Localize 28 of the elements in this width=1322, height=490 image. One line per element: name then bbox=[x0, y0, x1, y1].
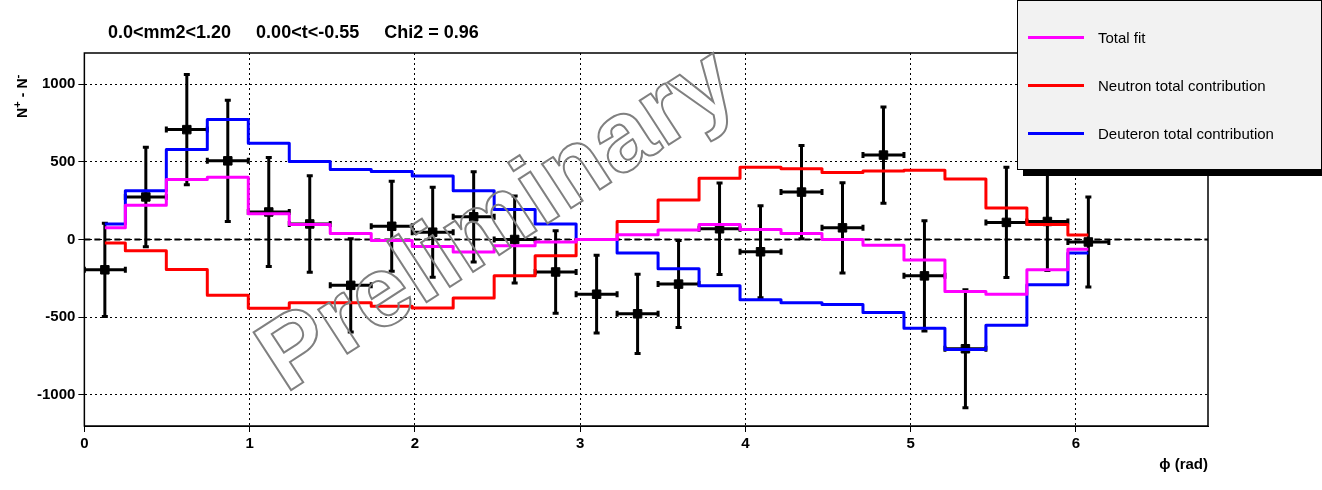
point bbox=[796, 187, 807, 197]
y-tick-label: 500 bbox=[50, 151, 76, 169]
y-tick-label: 1000 bbox=[41, 74, 76, 92]
point bbox=[1083, 237, 1094, 247]
point bbox=[141, 192, 151, 202]
x-tick-label: 5 bbox=[906, 434, 915, 452]
point bbox=[182, 124, 192, 135]
y-tick-label: -500 bbox=[45, 307, 76, 325]
legend-label: Deuteron total contribution bbox=[1098, 124, 1274, 142]
x-tick-label: 1 bbox=[245, 434, 254, 452]
point bbox=[755, 247, 766, 257]
x-tick-label: 0 bbox=[80, 434, 89, 452]
y-tick-label: -1000 bbox=[36, 385, 76, 403]
point bbox=[1001, 217, 1012, 228]
x-tick-label: 2 bbox=[410, 434, 420, 452]
legend-label: Total fit bbox=[1098, 28, 1146, 46]
x-tick-label: 6 bbox=[1071, 434, 1080, 452]
chart-title: 0.0<mm2<1.20 0.00<t<-0.55 Chi2 = 0.96 bbox=[108, 22, 479, 43]
point bbox=[100, 265, 110, 275]
point bbox=[223, 156, 233, 166]
x-axis-title: ϕ (rad) bbox=[1159, 455, 1208, 473]
y-tick-label: 0 bbox=[67, 229, 76, 247]
point bbox=[878, 150, 889, 160]
point bbox=[837, 223, 848, 233]
x-tick-label: 4 bbox=[741, 434, 751, 452]
point bbox=[919, 271, 930, 281]
x-tick-label: 3 bbox=[575, 434, 585, 452]
legend-label: Neutron total contribution bbox=[1098, 76, 1266, 94]
